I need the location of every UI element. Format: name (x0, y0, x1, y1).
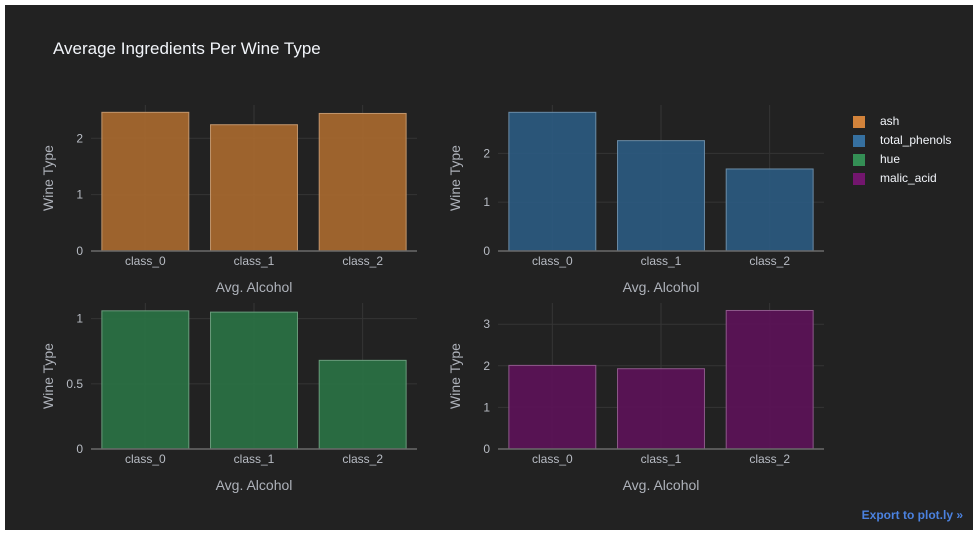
y-axis-title-malic-acid: Wine Type (447, 343, 463, 409)
subplots-canvas: 0 1 2 class_0 class_1 class_2 Avg. Alcohol Wine… (40, 105, 824, 493)
x-tick-label-ash-0: class_0 (125, 254, 166, 268)
bar-total-phenols-class-2 (725, 168, 814, 252)
x-axis-title-malic-acid: Avg. Alcohol (623, 477, 700, 493)
x-tick-label-ash-1: class_1 (234, 254, 275, 268)
legend-label-total-phenols: total_phenols (880, 133, 952, 147)
legend-swatch-ash (853, 116, 865, 128)
y-tick-label-malic-acid-2: 2 (483, 359, 490, 373)
legend-label-hue: hue (880, 152, 901, 166)
bar-hue-class-1 (210, 311, 298, 450)
y-tick-label-total-phenols-2: 2 (483, 146, 490, 160)
y-tick-label-total-phenols-0: 0 (483, 244, 490, 258)
x-tick-label-malic-acid-1: class_1 (641, 452, 682, 466)
x-axis-title-total-phenols: Avg. Alcohol (623, 279, 700, 295)
x-axis-title-hue: Avg. Alcohol (216, 477, 293, 493)
x-tick-label-hue-2: class_2 (342, 452, 383, 466)
y-tick-label-total-phenols-1: 1 (483, 195, 490, 209)
x-tick-label-malic-acid-0: class_0 (532, 452, 573, 466)
legend-label-malic-acid: malic_acid (880, 171, 937, 185)
x-tick-label-hue-0: class_0 (125, 452, 166, 466)
bar-malic-acid-class-1 (617, 368, 705, 450)
y-tick-label-ash-1: 1 (76, 188, 83, 202)
legend-swatch-total-phenols (853, 135, 865, 147)
bar-ash-class-2 (318, 112, 407, 252)
chart-title: Average Ingredients Per Wine Type (53, 39, 321, 58)
x-axis-title-ash: Avg. Alcohol (216, 279, 293, 295)
bar-ash-class-1 (210, 124, 298, 252)
y-tick-label-ash-0: 0 (76, 244, 83, 258)
legend-swatch-malic-acid (853, 173, 865, 185)
y-tick-label-hue-1: 0.5 (66, 377, 83, 391)
bar-malic-acid-class-0 (508, 364, 597, 450)
export-to-plotly-link[interactable]: Export to plot.ly » (861, 508, 963, 522)
y-tick-label-hue-2: 1 (76, 312, 83, 326)
bar-total-phenols-class-1 (617, 140, 705, 252)
y-axis-title-hue: Wine Type (40, 343, 56, 409)
bar-hue-class-2 (318, 359, 407, 450)
bar-total-phenols-class-0 (508, 111, 597, 252)
x-tick-label-total-phenols-2: class_2 (749, 254, 790, 268)
subplot-hue: 0 0.5 1 class_0 class_1 class_2 Avg. Alcohol Wi… (40, 303, 417, 493)
x-tick-label-malic-acid-2: class_2 (749, 452, 790, 466)
x-tick-label-ash-2: class_2 (342, 254, 383, 268)
bar-malic-acid-class-2 (725, 309, 814, 450)
y-tick-label-malic-acid-3: 3 (483, 317, 490, 331)
legend-swatch-hue (853, 154, 865, 166)
y-tick-label-ash-2: 2 (76, 131, 83, 145)
plot-container: 0 1 2 class_0 class_1 class_2 Avg. Alcohol Wine… (5, 5, 973, 530)
subplot-malic-acid: 0 1 2 3 class_0 class_1 class_2 Avg. Alcohol Win… (447, 303, 824, 493)
y-tick-label-hue-0: 0 (76, 442, 83, 456)
subplot-total-phenols: 0 1 2 class_0 class_1 class_2 Avg. Alcohol Wine… (447, 105, 824, 295)
y-axis-title-total-phenols: Wine Type (447, 145, 463, 211)
bar-ash-class-0 (101, 111, 190, 252)
x-tick-label-hue-1: class_1 (234, 452, 275, 466)
bar-hue-class-0 (101, 310, 190, 450)
subplot-ash: 0 1 2 class_0 class_1 class_2 Avg. Alcohol Wine… (40, 105, 417, 295)
y-tick-label-malic-acid-1: 1 (483, 400, 490, 414)
x-tick-label-total-phenols-1: class_1 (641, 254, 682, 268)
y-axis-title-ash: Wine Type (40, 145, 56, 211)
x-tick-label-total-phenols-0: class_0 (532, 254, 573, 268)
y-tick-label-malic-acid-0: 0 (483, 442, 490, 456)
legend-label-ash: ash (880, 114, 900, 128)
